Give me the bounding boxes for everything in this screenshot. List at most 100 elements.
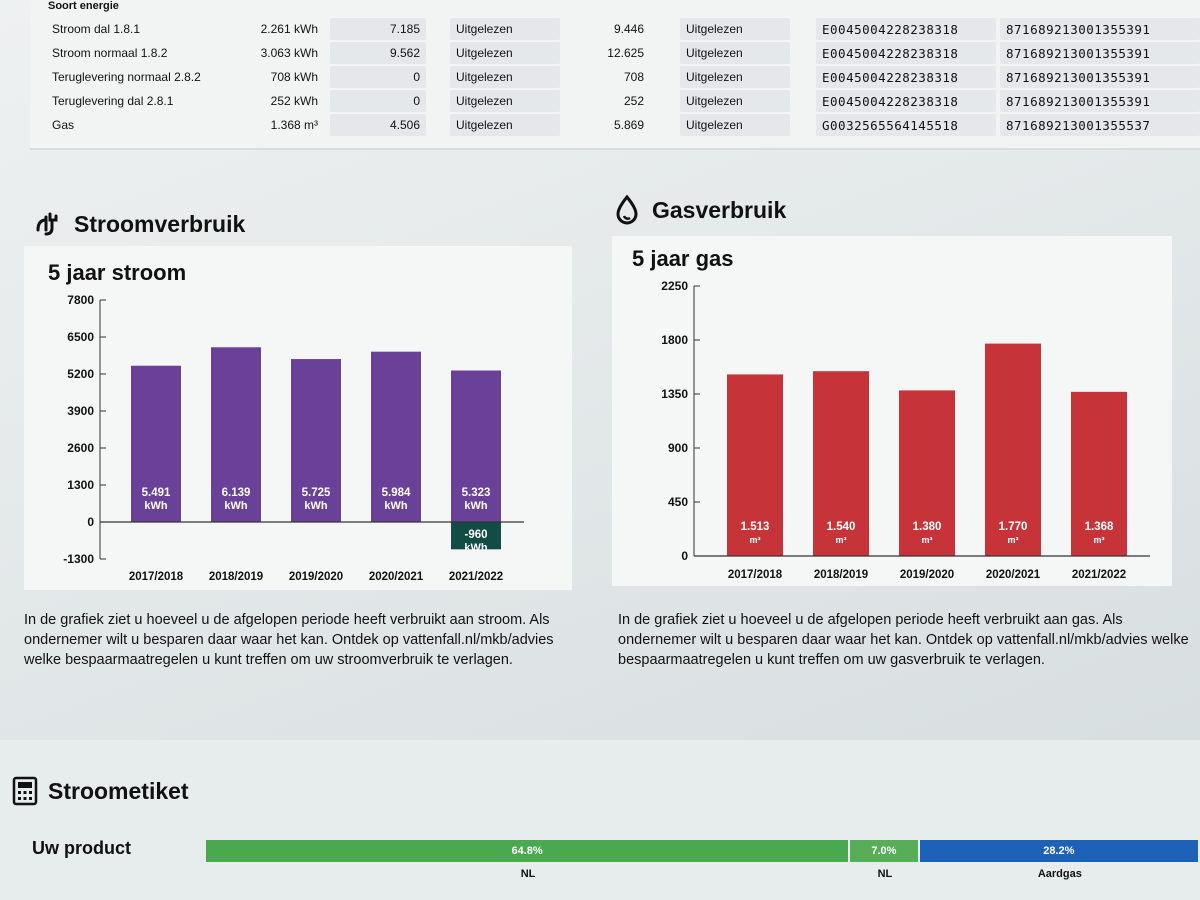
bar-usage-2021/2022 [451, 370, 501, 522]
cell-ean: 871689213001355391 [1000, 66, 1200, 88]
bar-usage-2021/2022 [1071, 391, 1127, 556]
gas-chart-card: 5 jaar gas 0 450 900 1350 1800 2250 1.513 m³ 1.5… [612, 236, 1172, 586]
cell-name: Gas [52, 118, 75, 132]
bar-unit-label: m³ [750, 535, 761, 545]
mix-segment-source: NL [877, 868, 893, 880]
product-label: Uw product [32, 838, 131, 858]
cell-start-src: Uitgelezen [450, 18, 560, 40]
mix-segment-source: NL [520, 868, 536, 880]
x-category-label: 2018/2019 [209, 571, 263, 583]
stroometiket-block [0, 740, 1200, 900]
bar-usage-2020/2021 [371, 351, 421, 522]
cell-name: Stroom normaal 1.8.2 [52, 46, 168, 60]
y-tick-label: 0 [681, 549, 688, 563]
bar-value-label: 1.380 [913, 521, 942, 533]
cell-name: Teruglevering normaal 2.8.2 [52, 70, 201, 84]
mix-segment: 7.0% [850, 840, 918, 862]
y-tick-label: 7800 [67, 293, 94, 307]
cell-end: 5.869 [613, 118, 644, 132]
table-row: Stroom normaal 1.8.2 3.063 kWh 9.562 Uitgel… [30, 42, 1200, 66]
bar-unit-label: m³ [922, 535, 933, 545]
bar-value-label: 5.491 [142, 487, 171, 499]
stroometiket-title-text: Stroometiket [48, 777, 189, 804]
bar-usage-2017/2018 [727, 374, 783, 556]
cell-end: 12.625 [607, 46, 644, 60]
bar-usage-2018/2019 [813, 371, 869, 556]
bar-usage-2019/2020 [291, 359, 341, 522]
bar-usage-2020/2021 [985, 343, 1041, 556]
cell-start: 0 [330, 66, 426, 88]
table-row: Gas 1.368 m³ 4.506 Uitgelezen 5.869 Uitgeleze… [30, 114, 1200, 138]
bar-value-label: 5.984 [382, 487, 411, 499]
stroom-title-text: Stroomverbruik [74, 210, 246, 237]
cell-start-src: Uitgelezen [450, 66, 560, 88]
cell-usage: 1.368 m³ [270, 118, 318, 132]
cell-meter: E0045004228238318 [816, 90, 996, 112]
bar-unit-label: m³ [836, 535, 847, 545]
cell-usage: 708 kWh [270, 70, 318, 84]
bar-unit-label: kWh [224, 500, 248, 512]
stroom-section-title: Stroomverbruik [32, 208, 245, 240]
bar-unit-label: m³ [1094, 535, 1105, 545]
table-header-energy-type: Soort energie [48, 0, 119, 12]
cell-meter: E0045004228238318 [816, 18, 996, 40]
cell-usage: 2.261 kWh [260, 22, 318, 36]
y-tick-label: 2600 [67, 441, 94, 455]
x-category-label: 2019/2020 [289, 571, 343, 583]
cell-end-src: Uitgelezen [680, 18, 790, 40]
cell-name: Stroom dal 1.8.1 [52, 22, 141, 36]
cell-meter: E0045004228238318 [816, 42, 996, 64]
gas-title-text: Gasverbruik [652, 196, 787, 223]
x-category-label: 2017/2018 [728, 569, 783, 581]
cell-ean: 871689213001355391 [1000, 90, 1200, 112]
cell-start: 0 [330, 90, 426, 112]
cell-ean: 871689213001355391 [1000, 42, 1200, 64]
y-tick-label: 450 [668, 495, 688, 509]
cell-end: 252 [623, 94, 644, 108]
table-row: Teruglevering normaal 2.8.2 708 kWh 0 Uitge… [30, 66, 1200, 90]
bar-value-label: 1.368 [1085, 521, 1114, 533]
cell-end: 708 [623, 70, 644, 84]
bar-unit-label: kWh [464, 542, 488, 554]
mix-segment: 64.8% [206, 840, 849, 862]
x-category-label: 2019/2020 [900, 569, 954, 581]
cell-end: 9.446 [613, 22, 644, 36]
meter-readings-table: Soort energie Stroom dal 1.8.1 2.261 kWh 7… [30, 0, 1200, 150]
gas-bar-chart: 0 450 900 1350 1800 2250 1.513 m³ 1.540 m³ 1.380 m³… [661, 279, 1150, 581]
cell-end-src: Uitgelezen [680, 42, 790, 64]
flame-icon [612, 194, 642, 226]
stroom-bar-chart: -130001300260039005200650078005.491kWh6.… [63, 293, 524, 583]
bar-return-2021/2022 [451, 522, 501, 550]
y-tick-label: 2250 [661, 279, 688, 293]
bar-unit-label: kWh [144, 500, 168, 512]
bar-value-label: 1.513 [741, 521, 770, 533]
table-row: Stroom dal 1.8.1 2.261 kWh 7.185 Uitgelezen… [30, 18, 1200, 42]
cell-end-src: Uitgelezen [680, 114, 790, 136]
stroom-chart-title: 5 jaar stroom [48, 260, 187, 285]
bar-usage-2019/2020 [899, 390, 955, 556]
bar-usage-2017/2018 [131, 365, 181, 522]
cell-start: 9.562 [330, 42, 426, 64]
cell-end-src: Uitgelezen [680, 90, 790, 112]
cell-start-src: Uitgelezen [450, 114, 560, 136]
x-category-label: 2017/2018 [129, 571, 184, 583]
y-tick-label: 5200 [67, 367, 94, 381]
cell-end-src: Uitgelezen [680, 66, 790, 88]
cell-usage: 252 kWh [270, 94, 318, 108]
x-category-label: 2020/2021 [986, 569, 1041, 581]
mix-segment: 28.2% [919, 840, 1198, 862]
stroometiket-title: Stroometiket [12, 776, 189, 806]
bar-value-label: 5.323 [462, 487, 491, 499]
bar-usage-2018/2019 [211, 347, 261, 522]
stroom-chart-card: 5 jaar stroom -1300 0 1300 2600 3900 5200 6500… [24, 246, 572, 590]
y-tick-label: 1800 [661, 333, 688, 347]
y-tick-label: -1300 [63, 552, 94, 566]
cell-name: Teruglevering dal 2.8.1 [52, 94, 174, 108]
y-tick-label: 3900 [67, 404, 94, 418]
gas-description: In de grafiek ziet u hoeveel u de afgelo… [618, 612, 1189, 668]
y-tick-label: 1350 [661, 387, 688, 401]
y-tick-label: 1300 [67, 478, 94, 492]
cell-start: 7.185 [330, 18, 426, 40]
stroom-description: In de grafiek ziet u hoeveel u de afgelo… [24, 612, 554, 668]
